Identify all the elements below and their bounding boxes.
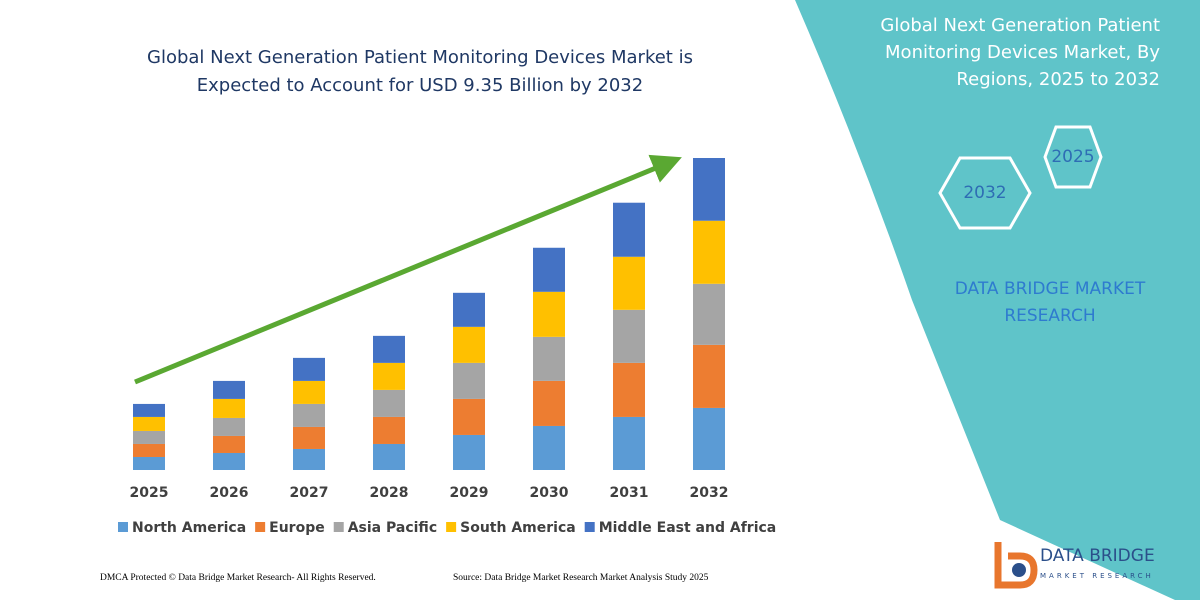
legend-label: North America — [132, 520, 246, 536]
legend-swatch — [118, 522, 128, 532]
x-tick-label: 2031 — [610, 485, 649, 501]
bar-segment — [213, 452, 245, 470]
bar-segment — [133, 443, 165, 457]
bar-segment — [373, 335, 405, 363]
hexagon — [1043, 125, 1103, 189]
legend-label: South America — [460, 520, 576, 536]
bar-segment — [213, 417, 245, 436]
bar-segment — [453, 326, 485, 363]
legend-swatch — [446, 522, 457, 532]
bar-segment — [693, 283, 725, 345]
legend-label: Asia Pacific — [348, 520, 437, 536]
bar-segment — [293, 426, 325, 449]
hex-label: 2025 — [1051, 147, 1094, 167]
x-tick-label: 2032 — [690, 485, 729, 501]
bar-segment — [213, 398, 245, 418]
x-tick-label: 2029 — [450, 485, 489, 501]
legend-swatch — [584, 522, 595, 532]
chart-title: Global Next Generation Patient Monitorin… — [147, 47, 693, 96]
bar-segment — [533, 336, 565, 381]
bar-segment — [693, 344, 725, 408]
x-tick-label: 2026 — [210, 485, 249, 501]
hexagon — [938, 156, 1032, 230]
bar-segment — [453, 362, 485, 399]
panel-brand: DATA BRIDGE MARKET RESEARCH — [954, 279, 1146, 326]
logo-tagline: MARKET RESEARCH — [1040, 572, 1154, 580]
trend-arrow — [134, 154, 682, 385]
bar-segment — [693, 407, 725, 470]
footer-left: DMCA Protected © Data Bridge Market Rese… — [100, 572, 376, 583]
bar-segment — [453, 292, 485, 327]
x-tick-label: 2025 — [130, 485, 169, 501]
bar-segment — [613, 202, 645, 257]
bar-segment — [373, 362, 405, 390]
bar-segment — [693, 158, 725, 221]
bar-segment — [693, 220, 725, 284]
logo-mark — [1012, 563, 1026, 577]
bar-segment — [213, 435, 245, 453]
x-tick-label: 2028 — [370, 485, 409, 501]
bar-segment — [293, 403, 325, 427]
bar-segment — [133, 403, 165, 417]
legend-swatch — [255, 522, 266, 532]
bar-segment — [613, 256, 645, 310]
x-tick-label: 2027 — [290, 485, 329, 501]
bar-segment — [613, 362, 645, 417]
legend-label: Europe — [269, 520, 325, 536]
bar-segment — [613, 416, 645, 470]
bar-segment — [373, 443, 405, 470]
bar-segment — [453, 398, 485, 435]
bar-segment — [373, 416, 405, 444]
footer-right: Source: Data Bridge Market Research Mark… — [453, 573, 709, 583]
legend-label: Middle East and Africa — [599, 520, 777, 536]
bar-segment — [453, 434, 485, 470]
bar-segment — [533, 380, 565, 426]
bar-segment — [293, 380, 325, 404]
bar-segment — [293, 448, 325, 470]
bar-segment — [533, 247, 565, 292]
bar-segment — [133, 456, 165, 470]
logo-name: DATA BRIDGE — [1040, 546, 1155, 566]
bar-segment — [293, 357, 325, 381]
bar-segment — [533, 425, 565, 470]
bar-segment — [613, 309, 645, 363]
bar-segment — [373, 389, 405, 417]
bar-segment — [133, 430, 165, 444]
bar-segment — [213, 380, 245, 399]
x-tick-label: 2030 — [530, 485, 569, 501]
legend-swatch — [333, 522, 344, 532]
panel-title: Global Next Generation Patient Monitorin… — [880, 15, 1160, 90]
bar-segment — [133, 416, 165, 431]
bar-segment — [533, 291, 565, 337]
logo-mark — [994, 542, 1038, 589]
hex-label: 2032 — [963, 183, 1006, 203]
